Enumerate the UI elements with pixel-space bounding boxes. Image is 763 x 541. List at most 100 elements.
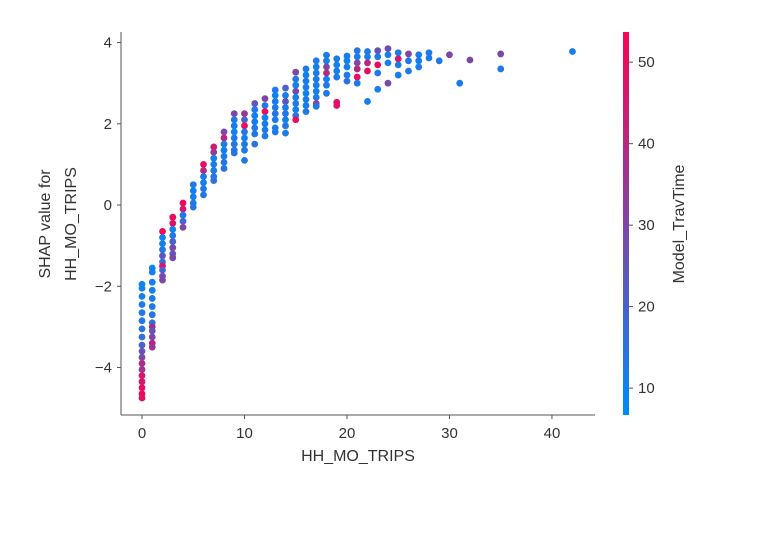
y-tick-label: 4	[104, 35, 112, 52]
data-point	[323, 75, 330, 83]
data-point	[148, 333, 156, 341]
y-tick-label: −4	[95, 359, 112, 376]
data-point	[179, 223, 187, 231]
data-point	[271, 110, 279, 118]
data-point	[292, 116, 300, 124]
data-point	[159, 228, 166, 235]
data-point	[353, 53, 361, 61]
data-point	[251, 130, 259, 138]
data-point	[138, 360, 146, 367]
data-point	[282, 122, 289, 130]
data-point	[333, 67, 341, 75]
data-point	[569, 48, 576, 55]
data-point	[271, 128, 279, 136]
colorbar-tick-label: 40	[638, 136, 655, 153]
data-point	[230, 140, 238, 148]
data-point	[200, 167, 207, 174]
data-point	[261, 95, 269, 103]
data-point	[179, 199, 187, 207]
data-point	[302, 83, 310, 91]
data-point	[220, 128, 228, 136]
data-point	[323, 57, 330, 65]
data-point	[210, 177, 218, 185]
data-point	[292, 100, 300, 107]
x-ticks: 0 10 20 30 40	[138, 415, 560, 442]
data-point	[271, 116, 279, 124]
data-point	[138, 347, 146, 355]
data-point	[220, 165, 228, 172]
data-point	[343, 77, 351, 85]
data-point	[169, 244, 177, 252]
data-point	[138, 325, 146, 333]
data-point	[312, 93, 320, 101]
data-point	[159, 246, 166, 254]
data-point	[364, 67, 371, 75]
data-point	[251, 140, 259, 148]
data-point	[415, 57, 423, 65]
data-point	[230, 128, 238, 136]
data-point	[148, 278, 156, 286]
data-point	[251, 124, 259, 132]
colorbar-tick-label: 50	[638, 54, 655, 71]
data-point	[148, 268, 156, 276]
data-point	[333, 73, 341, 81]
data-point	[169, 225, 177, 233]
data-point	[312, 81, 320, 89]
data-point	[302, 96, 310, 103]
x-tick-label: 20	[339, 425, 356, 442]
y-axis-label-line1: SHAP value for	[37, 169, 54, 279]
data-point	[220, 134, 228, 142]
data-point	[333, 102, 341, 109]
data-point	[169, 232, 177, 239]
data-point	[343, 63, 351, 71]
data-point	[138, 341, 146, 349]
data-point	[261, 114, 269, 122]
data-point	[364, 98, 371, 105]
data-point	[374, 53, 382, 61]
data-point	[230, 134, 238, 142]
data-point	[415, 63, 423, 71]
data-point	[394, 55, 402, 63]
x-tick-label: 40	[544, 425, 561, 442]
data-point	[138, 284, 146, 292]
data-point	[210, 161, 218, 168]
data-point	[159, 266, 166, 274]
data-point	[169, 238, 177, 245]
data-point	[333, 55, 341, 63]
data-point	[271, 86, 279, 94]
data-point	[282, 116, 289, 124]
data-point	[148, 295, 156, 302]
data-point	[374, 61, 382, 69]
data-point	[374, 69, 382, 77]
data-point	[282, 110, 289, 118]
data-point	[220, 140, 228, 148]
data-point	[415, 51, 423, 59]
data-point	[323, 69, 330, 77]
colorbar-tick-label: 20	[638, 299, 655, 316]
data-point	[271, 98, 279, 105]
data-point	[189, 181, 197, 189]
data-point	[251, 112, 259, 120]
data-point	[466, 56, 474, 64]
data-point	[138, 293, 146, 300]
data-point	[497, 65, 505, 73]
data-point	[343, 71, 351, 79]
data-point	[241, 128, 248, 136]
data-point	[189, 187, 197, 195]
colorbar-label: Model_TravTime	[671, 164, 688, 283]
data-point	[282, 84, 289, 92]
data-point	[148, 343, 156, 351]
data-point	[364, 48, 371, 55]
data-point	[292, 87, 300, 95]
data-point	[179, 211, 187, 219]
data-point	[189, 193, 197, 201]
data-point	[138, 366, 146, 373]
data-point	[220, 152, 228, 160]
data-point	[179, 217, 187, 225]
data-point	[353, 65, 361, 73]
data-point	[230, 116, 238, 124]
data-point	[343, 57, 351, 65]
y-ticks: −4 −2 0 2 4	[95, 35, 121, 376]
data-point	[405, 50, 412, 58]
data-point	[138, 309, 146, 317]
